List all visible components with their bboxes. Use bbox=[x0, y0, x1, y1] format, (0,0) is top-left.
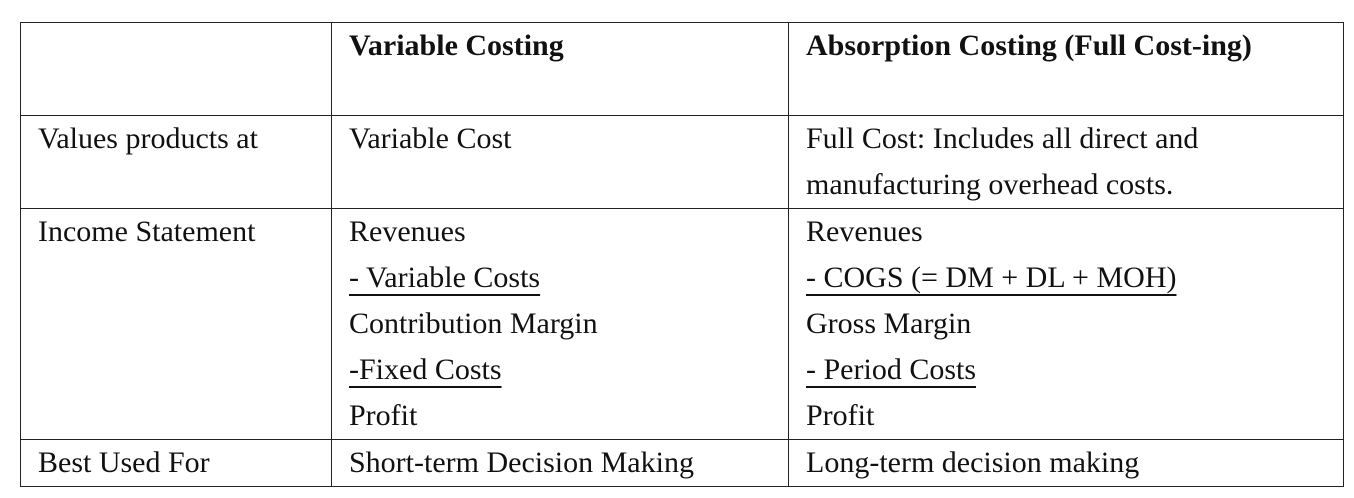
absorption-cell: Full Cost: Includes all direct and manuf… bbox=[788, 115, 1344, 209]
cell-text: - COGS (= DM + DL + MOH) bbox=[806, 261, 1177, 294]
cell-text: Profit bbox=[806, 399, 875, 432]
absorption-cell: Long-term decision making bbox=[788, 439, 1344, 487]
cell-text: -Fixed Costs bbox=[349, 353, 502, 386]
variable-cell: Revenues - Variable Costs Contribution Mar… bbox=[331, 208, 789, 440]
cell-line: Gross Margin bbox=[806, 301, 1333, 347]
cell-text: - Variable Costs bbox=[349, 261, 541, 294]
cell-text: Full Cost: Includes all direct and manuf… bbox=[806, 122, 1199, 201]
cell-line: -Fixed Costs bbox=[349, 347, 778, 393]
cell-text: Contribution Margin bbox=[349, 307, 598, 340]
cell-line: Long-term decision making bbox=[806, 440, 1333, 486]
cell-text: Gross Margin bbox=[806, 307, 972, 340]
cell-text: Profit bbox=[349, 399, 418, 432]
variable-cell: Variable Cost bbox=[331, 115, 789, 209]
cell-line: Revenues bbox=[349, 209, 778, 255]
cell-line: Short-term Decision Making bbox=[349, 440, 778, 486]
header-row: Variable Costing Absorption Costing (Ful… bbox=[20, 22, 1344, 116]
cell-line: Revenues bbox=[806, 209, 1333, 255]
header-cell: Variable Costing bbox=[331, 22, 789, 116]
cell-text: Revenues bbox=[806, 215, 923, 248]
table-row: Income Statement Revenues - Variable Costs… bbox=[20, 208, 1344, 440]
row-label: Income Statement bbox=[20, 208, 332, 440]
comparison-table: Variable Costing Absorption Costing (Ful… bbox=[20, 22, 1344, 487]
cell-line: - Period Costs bbox=[806, 347, 1333, 393]
row-label: Values products at bbox=[20, 115, 332, 209]
variable-cell: Short-term Decision Making bbox=[331, 439, 789, 487]
cell-text: Long-term decision making bbox=[806, 446, 1140, 479]
cell-text: Short-term Decision Making bbox=[349, 446, 694, 479]
cell-line: Profit bbox=[349, 393, 778, 439]
table-row: Best Used For Short-term Decision Making L… bbox=[20, 439, 1344, 487]
empty-header-cell bbox=[20, 22, 332, 116]
cell-line: - COGS (= DM + DL + MOH) bbox=[806, 255, 1333, 301]
cell-line: - Variable Costs bbox=[349, 255, 778, 301]
header-cell: Absorption Costing (Full Cost-ing) bbox=[788, 22, 1344, 116]
cell-line: Contribution Margin bbox=[349, 301, 778, 347]
cell-text: Revenues bbox=[349, 215, 466, 248]
absorption-cell: Revenues - COGS (= DM + DL + MOH) Gross Ma… bbox=[788, 208, 1344, 440]
cell-line: Profit bbox=[806, 393, 1333, 439]
cell-line: Variable Cost bbox=[349, 116, 778, 162]
cell-line: Full Cost: Includes all direct and manuf… bbox=[806, 116, 1333, 208]
cell-text: - Period Costs bbox=[806, 353, 977, 386]
table-row: Values products at Variable Cost Full Cost… bbox=[20, 115, 1344, 209]
cell-text: Variable Cost bbox=[349, 122, 512, 155]
row-label: Best Used For bbox=[20, 439, 332, 487]
